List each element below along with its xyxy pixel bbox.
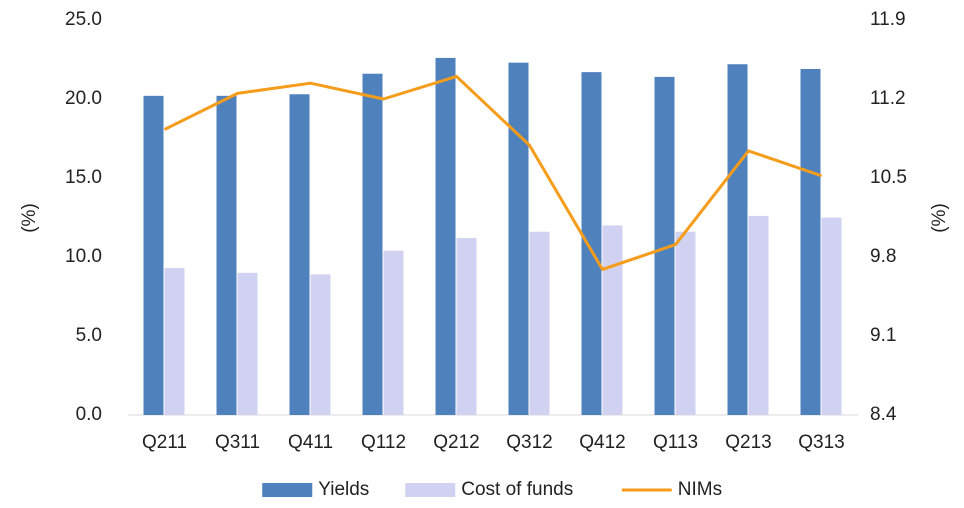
bar [435,57,456,416]
y2-axis-label: (%) [929,203,950,233]
y2-tick-label: 11.2 [870,88,906,109]
bar [164,268,185,415]
y2-tick-label: 9.8 [870,246,896,267]
bar [456,238,477,415]
y2-tick-label: 8.4 [870,404,897,425]
y-tick-label: 10.0 [65,246,102,267]
legend-swatch [405,483,456,497]
y2-tick-label: 9.1 [870,325,896,346]
bar [310,274,331,415]
line [163,74,822,271]
y-tick-label: 25.0 [65,9,102,30]
legend-label: NIMs [678,479,722,500]
legend-label: Cost of funds [461,479,573,500]
bar [143,95,164,415]
bar [581,72,602,415]
bar [383,250,404,415]
x-tick-label: Q212 [433,432,479,453]
legend-swatch [262,483,313,497]
x-tick-label: Q113 [653,432,698,453]
y-axis-label: (%) [19,203,40,233]
bar [237,272,258,415]
y2-tick-label: 11.9 [870,9,906,30]
x-tick-label: Q312 [506,432,552,453]
x-tick-label: Q412 [579,432,625,453]
bar [800,68,821,415]
bar [727,64,748,416]
x-tick-label: Q313 [798,432,844,453]
bar [654,76,675,415]
x-tick-label: Q311 [215,432,260,453]
x-tick-label: Q112 [361,432,406,453]
bar [529,231,550,415]
y-tick-label: 5.0 [76,325,102,346]
legend-label: Yields [318,479,369,500]
bar [675,231,696,415]
y-tick-label: 15.0 [65,167,102,188]
bar [748,215,769,415]
bar [602,225,623,415]
x-tick-label: Q411 [288,432,333,453]
x-tick-label: Q213 [725,432,771,453]
y-tick-label: 20.0 [65,88,102,109]
bar [362,73,383,415]
y-tick-label: 0.0 [76,404,102,425]
bar [289,94,310,415]
bar [508,62,529,415]
x-tick-label: Q211 [142,432,187,453]
bar [821,217,842,415]
bar [216,95,237,415]
y2-tick-label: 10.5 [870,167,907,188]
